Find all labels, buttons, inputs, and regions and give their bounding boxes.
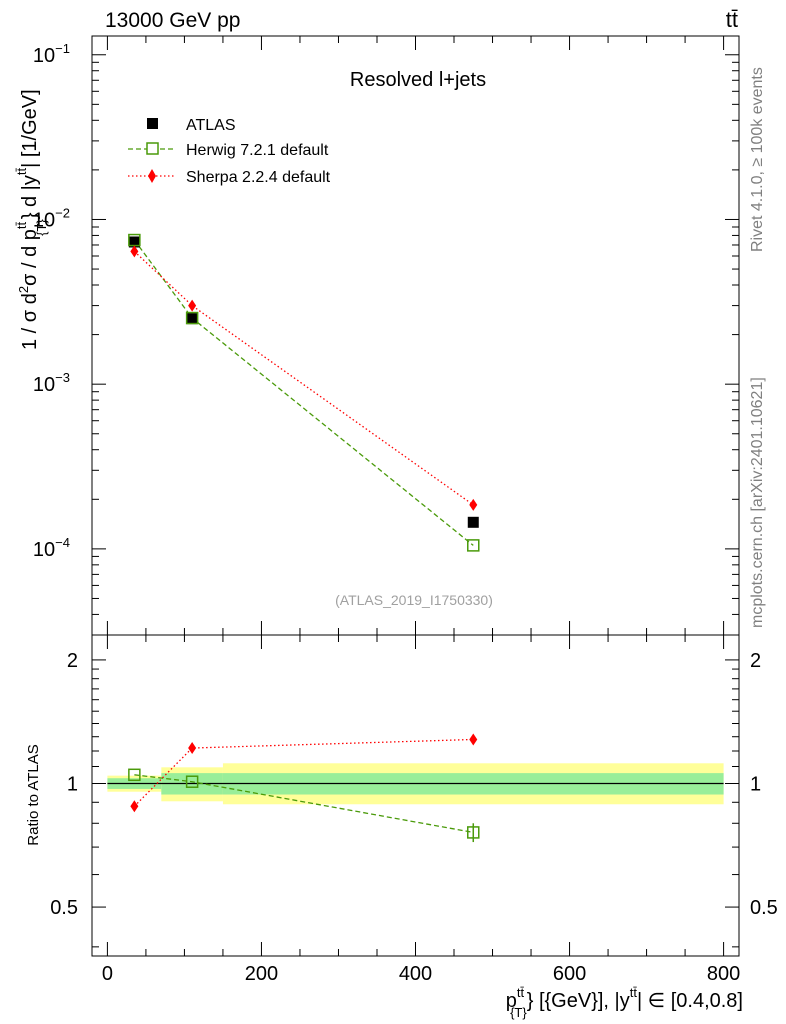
ratio-y-tick-labels: 0.5 0.5 1 1 2 2 xyxy=(50,650,778,919)
x-axis-label: ptt̄ {T}} [{GeV}], |ytt̄| ∈ [0.4,0.8] xyxy=(506,985,743,1020)
legend-sherpa-label: Sherpa 2.2.4 default xyxy=(186,169,331,186)
x-tick-label: 400 xyxy=(399,963,432,985)
x-tick-label: 200 xyxy=(245,963,278,985)
ratio-y-axis-label: Ratio to ATLAS xyxy=(25,744,42,845)
ratio-y-tick-label: 0.5 xyxy=(50,897,78,919)
ratio-y-tick-label-right: 2 xyxy=(750,650,761,672)
ratio-sherpa-point xyxy=(188,742,197,755)
legend-herwig-label: Herwig 7.2.1 default xyxy=(186,142,329,159)
sherpa-point xyxy=(130,245,139,258)
legend-atlas-label: ATLAS xyxy=(186,117,236,134)
x-tick-label: 0 xyxy=(102,963,113,985)
x-tick-label: 800 xyxy=(707,963,740,985)
atlas-data-point xyxy=(467,516,479,528)
ratio-herwig-line xyxy=(134,774,474,834)
ratio-y-tick-label-right: 0.5 xyxy=(750,897,778,919)
ratio-y-tick-label-right: 1 xyxy=(750,773,761,795)
mcplots-reference-label: mcplots.cern.ch [arXiv:2401.10621] xyxy=(749,377,766,628)
sherpa-line xyxy=(133,250,474,506)
ratio-x-ticks xyxy=(106,635,725,956)
ratio-sherpa-point xyxy=(469,733,478,746)
atlas-data-point xyxy=(186,313,198,325)
chart-title: Resolved l+jets xyxy=(350,69,486,91)
rivet-version-label: Rivet 4.1.0, ≥ 100k events xyxy=(749,67,766,252)
ratio-y-ticks xyxy=(92,659,739,948)
x-tick-label: 600 xyxy=(553,963,586,985)
ratio-herwig-point xyxy=(128,768,141,782)
legend-herwig-marker xyxy=(146,142,159,155)
x-tick-labels: 0 200 400 600 800 xyxy=(102,963,740,985)
ratio-y-tick-label: 1 xyxy=(67,773,78,795)
main-y-tick-label: 10−2 xyxy=(33,205,70,231)
legend-atlas-marker xyxy=(147,118,158,129)
main-x-ticks xyxy=(106,36,725,635)
ratio-y-tick-label: 2 xyxy=(67,650,78,672)
sherpa-point xyxy=(469,498,478,511)
herwig-point xyxy=(185,311,199,325)
header-process-label: tt̄ xyxy=(726,7,738,32)
ratio-series-lines xyxy=(133,738,474,834)
sherpa-point xyxy=(188,299,197,312)
main-y-tick-label: 10−1 xyxy=(33,41,70,67)
ratio-sherpa-point xyxy=(130,800,139,813)
ratio-series-markers xyxy=(128,733,480,843)
analysis-id-label: (ATLAS_2019_I1750330) xyxy=(335,592,493,608)
legend: ATLAS Herwig 7.2.1 default Sherpa 2.2.4 … xyxy=(128,117,331,186)
ratio-herwig-point xyxy=(185,775,199,788)
header-energy-label: 13000 GeV pp xyxy=(105,9,240,32)
main-y-tick-label: 10−4 xyxy=(33,535,70,561)
herwig-line xyxy=(133,239,474,546)
ratio-uncertainty-bands xyxy=(107,763,724,805)
atlas-data-point xyxy=(128,236,140,248)
herwig-point xyxy=(467,539,480,552)
main-panel: 10−4 10−3 10−2 10−1 Resolved l+jets (ATLAS_… xyxy=(14,35,740,636)
main-series-markers xyxy=(128,233,480,552)
ratio-herwig-point xyxy=(467,826,480,839)
ratio-panel: 0.5 0.5 1 1 2 2 Ratio to ATLAS xyxy=(25,634,778,957)
main-y-tick-labels: 10−4 10−3 10−2 10−1 xyxy=(33,41,70,561)
main-y-ticks xyxy=(92,54,739,636)
main-y-axis-label: 1 / σ d2σ / d ptt̄ {T}} d |ytt̄| [1/GeV] xyxy=(14,89,49,350)
main-series-lines xyxy=(133,239,474,546)
main-y-tick-label: 10−3 xyxy=(33,370,70,396)
legend-sherpa-marker xyxy=(148,169,156,183)
